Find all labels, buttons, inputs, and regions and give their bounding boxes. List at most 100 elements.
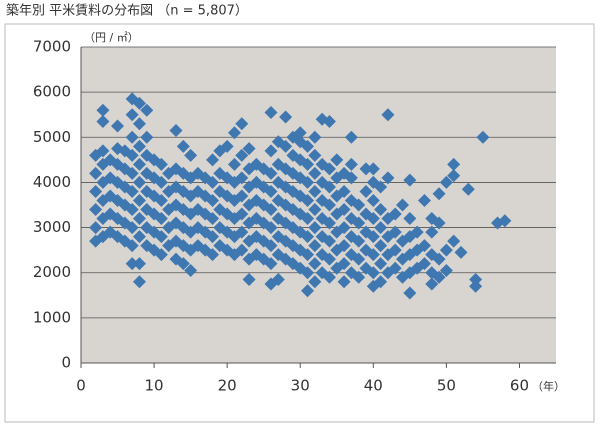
point (184, 263, 198, 277)
point (154, 175, 168, 189)
point (359, 162, 373, 176)
point (322, 114, 336, 128)
point (264, 144, 278, 158)
point (425, 225, 439, 239)
y-tick-label: 0 (61, 354, 71, 372)
point (439, 175, 453, 189)
point (308, 239, 322, 253)
point (89, 166, 103, 180)
x-tick-label: 50 (437, 377, 456, 395)
point (176, 139, 190, 153)
point (220, 139, 234, 153)
point (264, 166, 278, 180)
point (125, 257, 139, 271)
point (140, 130, 154, 144)
x-tick-label: 40 (364, 377, 383, 395)
point (359, 184, 373, 198)
y-tick-label: 3000 (33, 218, 71, 236)
point (125, 203, 139, 217)
point (352, 252, 366, 266)
point (403, 173, 417, 187)
point (169, 124, 183, 138)
point (301, 193, 315, 207)
point (352, 216, 366, 230)
point (154, 212, 168, 226)
x-tick-label: 0 (76, 377, 86, 395)
point (308, 203, 322, 217)
point (337, 203, 351, 217)
point (89, 203, 103, 217)
point (89, 184, 103, 198)
point (374, 275, 388, 289)
point (381, 171, 395, 185)
point (337, 275, 351, 289)
point (439, 243, 453, 257)
point (264, 257, 278, 271)
point (227, 126, 241, 140)
x-tick-label: 60 (510, 377, 529, 395)
point (235, 148, 249, 162)
point (264, 184, 278, 198)
point (366, 193, 380, 207)
point (337, 257, 351, 271)
point (154, 230, 168, 244)
x-tick-label: 20 (218, 377, 237, 395)
point (469, 279, 483, 293)
point (337, 221, 351, 235)
y-tick-label: 2000 (33, 263, 71, 281)
point (344, 171, 358, 185)
point (264, 203, 278, 217)
point (322, 216, 336, 230)
point (447, 234, 461, 248)
point (308, 184, 322, 198)
point (461, 182, 475, 196)
point (264, 221, 278, 235)
point (206, 175, 220, 189)
point (388, 243, 402, 257)
point (132, 157, 146, 171)
point (118, 216, 132, 230)
point (301, 212, 315, 226)
point (279, 139, 293, 153)
point (417, 257, 431, 271)
point (447, 157, 461, 171)
point (132, 257, 146, 271)
point (206, 230, 220, 244)
point (469, 272, 483, 286)
point (381, 108, 395, 122)
point (374, 221, 388, 235)
point (352, 198, 366, 212)
point (417, 239, 431, 253)
point (293, 126, 307, 140)
point (235, 207, 249, 221)
point (206, 153, 220, 167)
point (432, 216, 446, 230)
point (396, 198, 410, 212)
y-tick-label: 7000 (33, 38, 71, 56)
point (301, 157, 315, 171)
point (125, 148, 139, 162)
point (271, 272, 285, 286)
point (308, 148, 322, 162)
y-unit: （円 / ㎡） (84, 31, 139, 44)
point (301, 266, 315, 280)
point (132, 212, 146, 226)
point (118, 234, 132, 248)
point (118, 162, 132, 176)
point (454, 245, 468, 259)
point (154, 157, 168, 171)
point (308, 221, 322, 235)
point (322, 234, 336, 248)
point (403, 212, 417, 226)
point (322, 180, 336, 194)
point (374, 203, 388, 217)
point (235, 189, 249, 203)
point (366, 212, 380, 226)
point (308, 166, 322, 180)
point (344, 157, 358, 171)
point (352, 234, 366, 248)
point (417, 193, 431, 207)
point (403, 286, 417, 300)
point (366, 248, 380, 262)
